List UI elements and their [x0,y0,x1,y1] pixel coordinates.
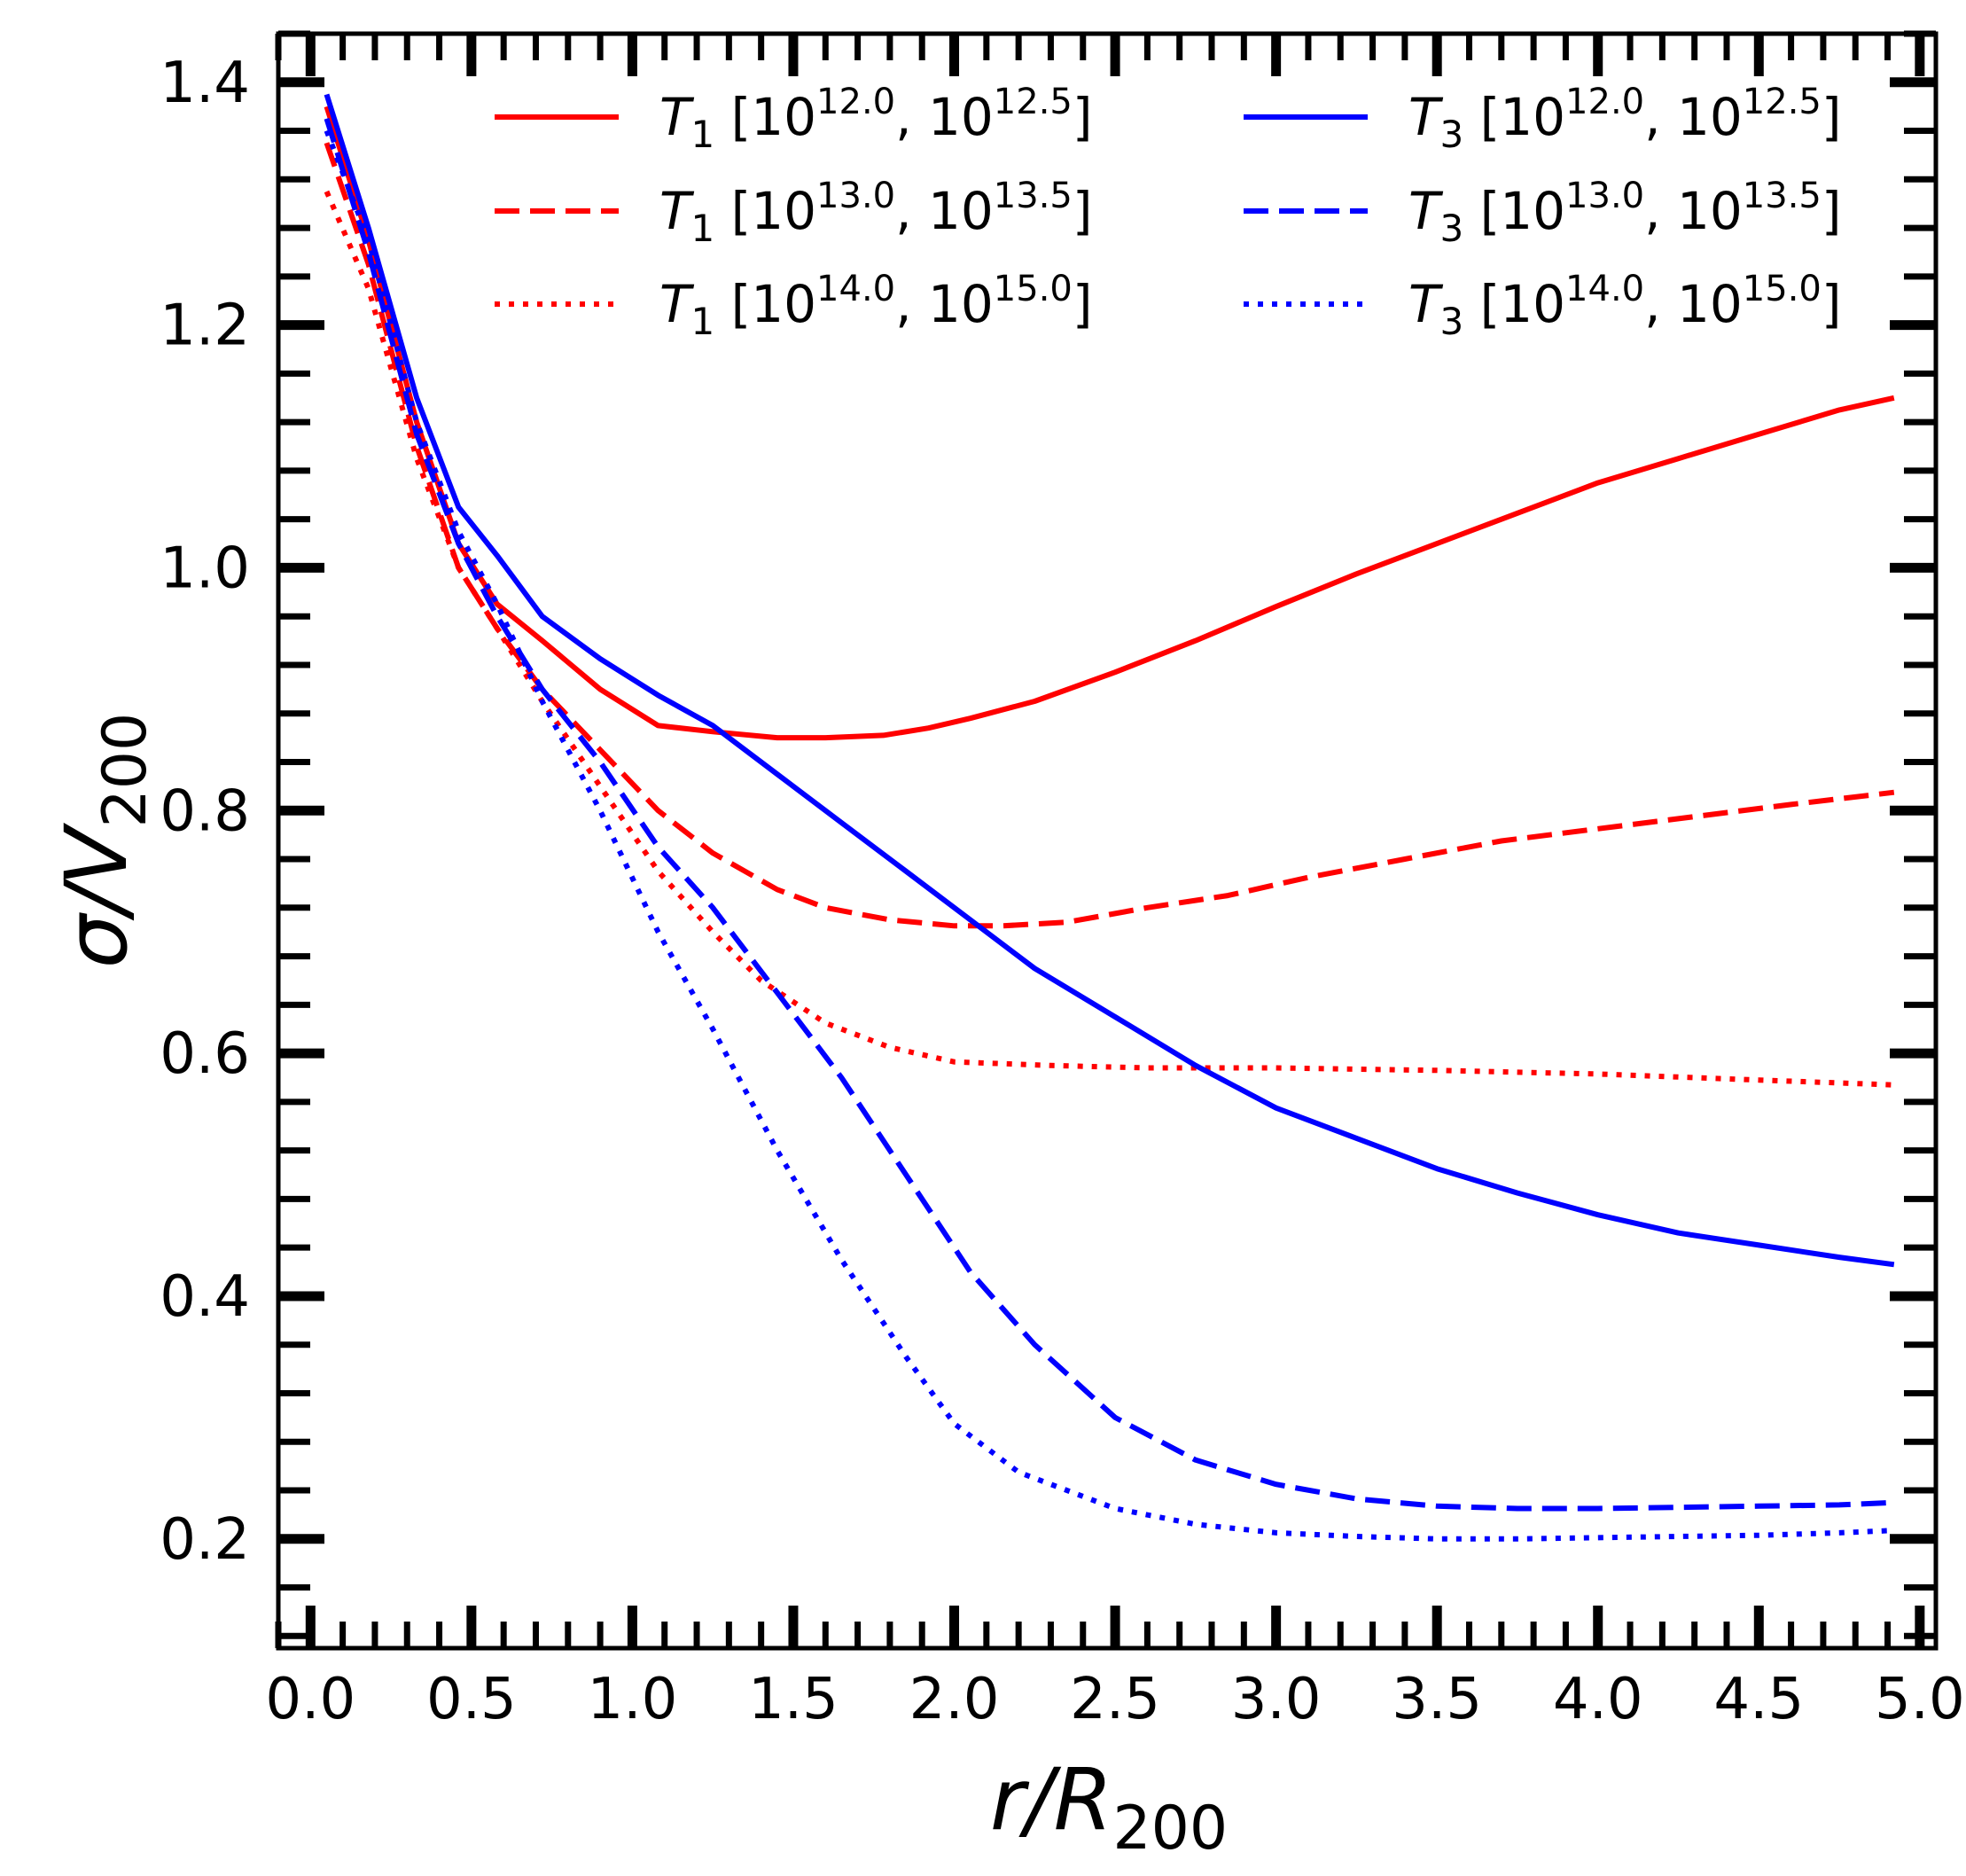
x-tick-label: 4.5 [1713,1667,1804,1732]
series-line-5 [324,117,1894,1512]
series-line-1 [324,106,1895,741]
y-axis-label: σ/V200 [47,713,160,969]
x-tick-label: 0.5 [426,1667,517,1732]
y-tick-label: 1.2 [160,293,250,359]
legend-entry-1: T1 [1012.0, 1012.5] [659,82,1093,156]
x-axis-label-main: r/R [990,1750,1113,1849]
x-tick-label: 4.0 [1553,1667,1643,1732]
series-line-4 [324,93,1895,1268]
legend-entry-5: T3 [1013.0, 1013.5] [1408,176,1842,250]
x-tick-label: 3.0 [1231,1667,1322,1732]
axis-ticks [275,30,1936,1648]
legend-entry-6: T3 [1014.0, 1015.0] [1408,269,1842,343]
svg-text:r/R200: r/R200 [990,1750,1228,1864]
series-line-2 [324,142,1895,929]
y-tick-label: 1.0 [160,535,250,601]
tick-labels: 0.0 0.5 1.0 1.5 2.0 2.5 3.0 3.5 4.0 4.5 5.0 0.2 0.4 0… [160,51,1965,1732]
legend: T1 [1012.0, 1012.5] T1 [1013.0, 1013.5] T1… [495,82,1842,343]
x-axis-label-sub: 200 [1112,1794,1228,1864]
series-line-3 [324,190,1894,1088]
y-axis-label-main: σ/V [47,822,146,968]
y-tick-label: 0.8 [160,778,250,844]
y-tick-label: 1.4 [160,51,250,116]
plot-frame [276,31,1939,1651]
x-tick-label: 5.0 [1875,1667,1965,1732]
x-axis-label: r/R200 [990,1750,1228,1864]
x-tick-label: 2.5 [1070,1667,1160,1732]
x-tick-label: 2.0 [909,1667,1000,1732]
series-lines [324,93,1895,1542]
y-tick-label: 0.4 [160,1264,250,1330]
x-tick-label: 0.0 [265,1667,355,1732]
x-tick-label: 1.0 [588,1667,678,1732]
x-tick-label: 1.5 [748,1667,839,1732]
x-tick-label: 3.5 [1392,1667,1482,1732]
legend-entry-2: T1 [1013.0, 1013.5] [659,176,1093,250]
y-axis-label-sub: 200 [90,713,160,828]
legend-entry-3: T1 [1014.0, 1015.0] [659,269,1093,343]
y-tick-label: 0.6 [160,1021,250,1087]
y-tick-label: 0.2 [160,1507,250,1573]
legend-entry-4: T3 [1012.0, 1012.5] [1408,82,1842,156]
svg-text:σ/V200: σ/V200 [47,713,160,969]
